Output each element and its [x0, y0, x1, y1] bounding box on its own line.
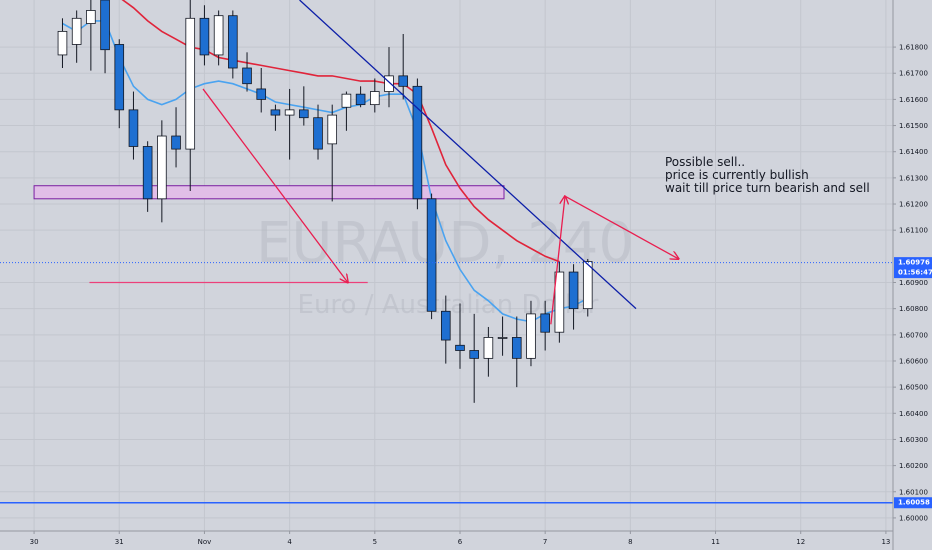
x-tick-label: 4	[287, 538, 292, 546]
y-tick-label: 1.61100	[899, 227, 928, 235]
candle-bearish	[114, 44, 125, 111]
candle-bullish	[582, 261, 593, 310]
candle-bearish	[313, 117, 323, 150]
candle-bullish	[554, 271, 565, 333]
y-tick-label: 1.61800	[899, 44, 928, 52]
y-tick-label: 1.60500	[899, 384, 928, 392]
x-tick-label: 8	[628, 538, 632, 546]
zone-layer	[33, 185, 505, 200]
time-axis[interactable]: 30 31 Nov 4 5 6 7 8 11 12 13	[30, 531, 891, 546]
resistance-zone	[33, 185, 505, 200]
y-tick-label: 1.60300	[899, 436, 928, 444]
candle-bullish	[71, 17, 82, 45]
price-badge	[894, 257, 932, 279]
arrow-down-1	[202, 88, 348, 283]
x-tick-label: 6	[458, 538, 463, 546]
y-tick-label: 1.60000	[899, 514, 928, 522]
price-badges: 1.60976 01:56:47 1.60058	[894, 257, 932, 509]
candle-bearish	[426, 198, 437, 312]
price-badge-label: 1.60058	[898, 499, 930, 507]
candle-bearish	[355, 93, 366, 106]
candle-bearish	[100, 0, 110, 51]
annotation-line-1: Possible sell..	[665, 155, 745, 169]
y-tick-label: 1.60400	[899, 410, 928, 418]
candle-bearish	[540, 313, 550, 333]
candle-bearish	[412, 85, 423, 200]
drawing-layer	[0, 0, 893, 504]
candle-layer	[57, 0, 593, 403]
candle-bullish	[86, 10, 96, 24]
candle-bullish	[57, 30, 68, 56]
candle-bullish	[213, 15, 224, 56]
x-tick-label: 31	[115, 538, 124, 546]
annotation-line-2: price is currently bullish	[665, 168, 809, 182]
y-tick-label: 1.61300	[899, 174, 928, 182]
trendline	[299, 0, 637, 310]
candle-bearish	[171, 135, 181, 150]
candle-bearish	[199, 17, 210, 56]
candle-bullish	[157, 135, 167, 200]
y-tick-label: 1.60700	[899, 331, 928, 339]
y-tick-label: 1.61200	[899, 201, 928, 209]
x-tick-label: 30	[30, 538, 39, 546]
ema-layer	[62, 0, 589, 323]
x-tick-label: 11	[711, 538, 720, 546]
candle-bullish	[497, 337, 508, 339]
price-badge-label: 1.60976	[898, 259, 930, 267]
candle-bullish	[327, 114, 338, 145]
y-tick-label: 1.60600	[899, 357, 928, 365]
y-tick-label: 1.60800	[899, 305, 928, 313]
candle-bearish	[270, 109, 281, 116]
x-tick-label: 13	[881, 538, 890, 546]
candle-bullish	[526, 313, 536, 359]
x-tick-label: 5	[373, 538, 377, 546]
candle-bullish	[185, 17, 196, 150]
y-tick-label: 1.61400	[899, 148, 928, 156]
candle-bearish	[256, 88, 267, 100]
candle-bearish	[568, 271, 579, 310]
candle-bearish	[440, 310, 451, 341]
candle-bullish	[370, 91, 380, 106]
candle-bearish	[469, 350, 479, 359]
candle-bearish	[398, 75, 408, 87]
ema-slow-line	[121, 0, 560, 263]
x-tick-label: 12	[796, 538, 805, 546]
candle-bearish	[299, 109, 309, 119]
x-tick-label: Nov	[198, 538, 212, 546]
y-tick-label: 1.60100	[899, 488, 928, 496]
price-badge-countdown: 01:56:47	[898, 269, 932, 277]
candle-bearish	[142, 146, 153, 200]
candle-bullish	[341, 93, 352, 108]
ema-fast-line	[62, 20, 589, 323]
y-tick-label: 1.61500	[899, 122, 928, 130]
candle-bearish	[511, 337, 522, 359]
candle-bearish	[128, 109, 139, 147]
annotation-layer: Possible sell.. price is currently bulli…	[665, 155, 870, 195]
arrow-down-2	[564, 195, 679, 259]
y-tick-label: 1.61600	[899, 96, 928, 104]
candle-bearish	[455, 344, 465, 351]
candle-bullish	[284, 109, 295, 116]
symbol-watermark: EURAUD, 240	[256, 211, 634, 276]
candle-bullish	[483, 337, 494, 359]
candle-bearish	[228, 15, 238, 69]
annotation-line-3: wait till price turn bearish and sell	[665, 181, 870, 195]
y-tick-label: 1.60200	[899, 462, 928, 470]
x-tick-label: 7	[543, 538, 547, 546]
price-badge	[894, 497, 932, 509]
y-tick-label: 1.61700	[899, 70, 928, 78]
candle-bearish	[242, 67, 252, 85]
price-axis[interactable]: 1.61800 1.61700 1.61600 1.61500 1.61400 1.613…	[893, 44, 928, 523]
y-tick-label: 1.60900	[899, 279, 928, 287]
arrow-up	[550, 196, 565, 325]
candle-bullish	[384, 75, 394, 92]
axis-layer	[0, 0, 894, 550]
